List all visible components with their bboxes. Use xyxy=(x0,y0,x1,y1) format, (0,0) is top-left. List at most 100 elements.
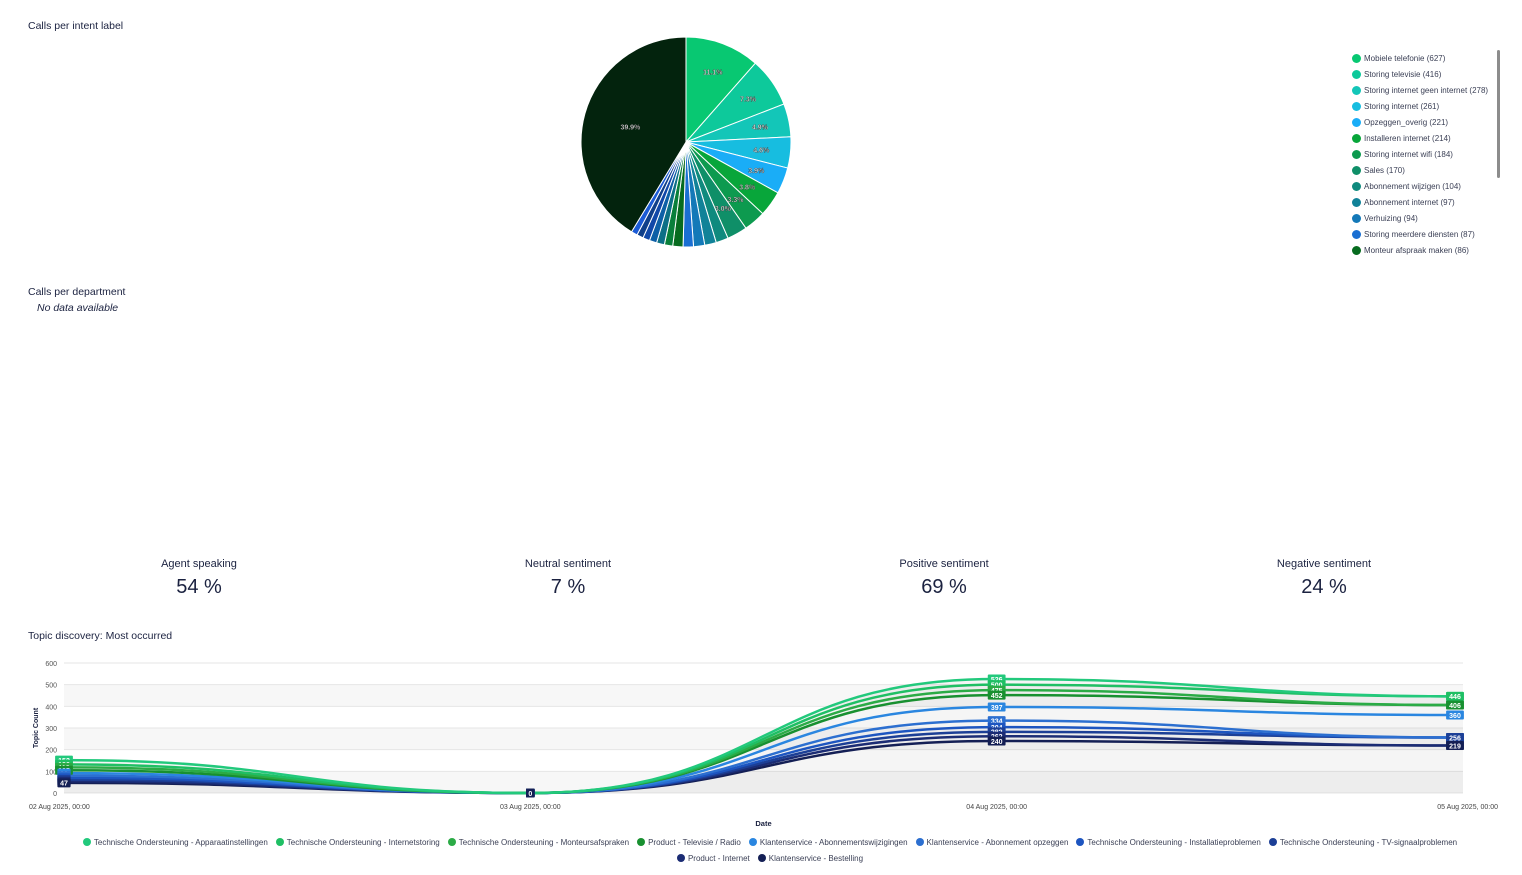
line-legend-item[interactable]: Technische Ondersteuning - TV-signaalpro… xyxy=(1268,834,1458,850)
x-tick-label: 03 Aug 2025, 00:00 xyxy=(500,804,561,811)
kpi-value: 54 % xyxy=(176,576,222,598)
legend-dot-icon xyxy=(915,838,924,846)
y-tick-label: 500 xyxy=(45,683,57,690)
series-line[interactable] xyxy=(63,677,1464,795)
data-label-box xyxy=(1446,741,1464,751)
legend-dot-icon xyxy=(1352,53,1361,63)
legend-dot-icon xyxy=(1076,838,1085,846)
pie-chart-title: Calls per intent label xyxy=(28,20,124,32)
legend-dot-icon xyxy=(1352,117,1361,127)
kpi-negative-sentiment: Negative sentiment 24 % xyxy=(1224,558,1424,599)
grid-band xyxy=(64,663,1463,685)
pie-data-label: 3.0% xyxy=(715,206,732,213)
legend-item[interactable]: Abonnement wijzigen (104) xyxy=(1352,178,1502,194)
data-label: 240 xyxy=(987,736,1006,746)
legend-item[interactable]: Storing internet (261) xyxy=(1352,98,1502,114)
legend-item[interactable]: Storing internet geen internet (278) xyxy=(1352,82,1502,98)
x-tick-label: 02 Aug 2025, 00:00 xyxy=(29,804,90,811)
line-legend-item[interactable]: Technische Ondersteuning - Internetstori… xyxy=(275,834,440,850)
legend-item[interactable]: Opzeggen_overig (221) xyxy=(1352,114,1502,130)
line-legend-label: Technische Ondersteuning - TV-signaalpro… xyxy=(1279,837,1458,847)
line-legend-item[interactable]: Technische Ondersteuning - Monteursafspr… xyxy=(447,834,630,850)
legend-label: Abonnement wijzigen (104) xyxy=(1364,181,1461,191)
legend-scrollbar[interactable] xyxy=(1497,50,1500,178)
data-label-text: 334 xyxy=(991,718,1003,725)
line-legend-item[interactable]: Klantenservice - Bestelling xyxy=(757,850,864,866)
series-line[interactable] xyxy=(63,683,1464,795)
data-label: 256 xyxy=(1446,733,1464,742)
kpi-value: 7 % xyxy=(550,576,586,598)
data-label-box xyxy=(987,736,1006,746)
legend-label: Sales (170) xyxy=(1364,165,1405,175)
legend-dot-icon xyxy=(1352,229,1361,239)
pie-data-label: 3.9% xyxy=(748,168,765,175)
y-tick-label: 600 xyxy=(45,661,57,668)
legend-dot-icon xyxy=(1352,245,1361,255)
legend-dot-icon xyxy=(757,854,766,862)
data-label-box xyxy=(57,778,71,788)
legend-label: Storing meerdere diensten (87) xyxy=(1364,229,1475,239)
data-label-text: 219 xyxy=(1449,743,1461,750)
kpi-label: Agent speaking xyxy=(161,558,237,570)
data-label-text: 240 xyxy=(991,739,1003,746)
pie-legend: Mobiele telefonie (627) Storing televisie… xyxy=(1352,50,1502,258)
topic-line-chart: 0 100 200 300 400 500 600 Topic Count 02 Aug 202… xyxy=(29,661,1498,828)
line-legend-item[interactable]: Technische Ondersteuning - Installatiepr… xyxy=(1076,834,1261,850)
data-label-text: 397 xyxy=(991,705,1003,712)
data-label-text: 452 xyxy=(991,693,1003,700)
line-legend-item[interactable]: Product - Televisie / Radio xyxy=(637,834,741,850)
pie-data-label: 39.9% xyxy=(620,124,641,131)
legend-item[interactable]: Installeren internet (214) xyxy=(1352,130,1502,146)
series-line[interactable] xyxy=(63,688,1464,795)
legend-item[interactable]: Monteur afspraak maken (86) xyxy=(1352,242,1502,258)
legend-label: Storing internet wifi (184) xyxy=(1364,149,1453,159)
line-legend-item[interactable]: Klantenservice - Abonnementswijzigingen xyxy=(748,834,908,850)
pie-data-label: 4.6% xyxy=(753,148,770,155)
legend-item[interactable]: Storing meerdere diensten (87) xyxy=(1352,226,1502,242)
legend-dot-icon xyxy=(748,838,757,846)
legend-item[interactable]: Mobiele telefonie (627) xyxy=(1352,50,1502,66)
pie-slice[interactable] xyxy=(685,36,757,144)
line-chart-legend: Technische Ondersteuning - Apparaatinste… xyxy=(40,834,1500,866)
series-line[interactable] xyxy=(63,705,1464,795)
y-tick-label: 300 xyxy=(45,726,57,733)
legend-label: Storing internet (261) xyxy=(1364,101,1440,111)
data-label-box xyxy=(987,690,1006,700)
series-line[interactable] xyxy=(63,693,1464,795)
no-data-message: No data available xyxy=(37,302,119,314)
legend-label: Installeren internet (214) xyxy=(1364,133,1451,143)
legend-item[interactable]: Storing internet wifi (184) xyxy=(1352,146,1502,162)
line-legend-item[interactable]: Product - Internet xyxy=(676,850,750,866)
data-label: 406 xyxy=(1446,700,1464,710)
line-legend-label: Technische Ondersteuning - Installatiepr… xyxy=(1087,837,1261,847)
y-axis-label: Topic Count xyxy=(33,707,40,748)
legend-label: Verhuizing (94) xyxy=(1364,213,1418,223)
legend-label: Storing internet geen internet (278) xyxy=(1364,85,1489,95)
kpi-value: 24 % xyxy=(1301,576,1347,598)
pie-slice[interactable] xyxy=(580,36,687,233)
legend-dot-icon xyxy=(275,838,284,846)
line-legend-item[interactable]: Klantenservice - Abonnement opzeggen xyxy=(915,834,1068,850)
data-label: 219 xyxy=(1446,741,1464,750)
legend-dot-icon xyxy=(1352,149,1361,159)
legend-item[interactable]: Abonnement internet (97) xyxy=(1352,194,1502,210)
legend-dot-icon xyxy=(82,838,91,846)
line-legend-label: Technische Ondersteuning - Monteursafspr… xyxy=(458,837,630,847)
legend-label: Storing televisie (416) xyxy=(1364,69,1442,79)
grid-band xyxy=(64,771,1463,793)
legend-item[interactable]: Verhuizing (94) xyxy=(1352,210,1502,226)
line-legend-label: Klantenservice - Bestelling xyxy=(768,853,864,863)
legend-item[interactable]: Storing televisie (416) xyxy=(1352,66,1502,82)
line-legend-label: Technische Ondersteuning - Internetstori… xyxy=(286,837,440,847)
kpi-positive-sentiment: Positive sentiment 69 % xyxy=(844,558,1044,599)
data-label-box xyxy=(526,788,535,798)
line-legend-item[interactable]: Technische Ondersteuning - Apparaatinste… xyxy=(82,834,268,850)
data-label: 0 xyxy=(526,788,535,798)
y-tick-label: 100 xyxy=(45,769,57,776)
y-tick-label: 0 xyxy=(53,791,57,798)
intent-pie-chart: 11.1% 7.3% 4.9% 4.6% 3.9% 3.8% 3.3% 3.0% 39.9% xyxy=(580,36,792,248)
data-label: 452 xyxy=(987,690,1006,700)
legend-item[interactable]: Sales (170) xyxy=(1352,162,1502,178)
data-label: 360 xyxy=(1446,710,1464,720)
x-tick-label: 05 Aug 2025, 00:00 xyxy=(1437,804,1498,811)
